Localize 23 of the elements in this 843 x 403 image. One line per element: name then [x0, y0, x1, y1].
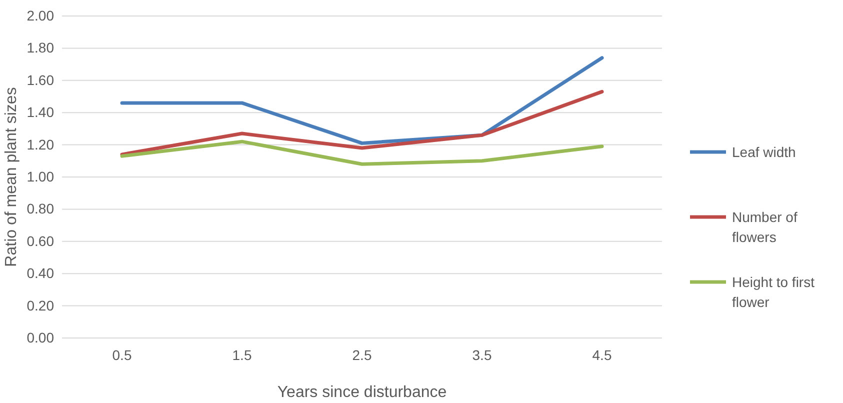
line-series	[120, 140, 604, 166]
y-tick-label: 1.60	[26, 72, 54, 88]
y-tick-label: 0.00	[26, 329, 54, 346]
x-axis-title: Years since disturbance	[277, 384, 447, 401]
x-tick-label: 4.5	[592, 346, 612, 363]
y-tick-label: 1.40	[26, 104, 54, 120]
legend-label: Number of flowers	[732, 209, 798, 245]
line-series	[120, 90, 604, 156]
y-tick-label: 1.80	[26, 40, 54, 56]
legend-label: Leaf width	[732, 144, 796, 160]
y-tick-label: 0.20	[26, 297, 54, 314]
x-tick-label: 1.5	[232, 346, 252, 363]
x-tick-label: 3.5	[472, 346, 492, 363]
y-tick-label: 1.00	[26, 168, 54, 184]
legend-label: Height to first flower	[732, 274, 815, 310]
y-tick-label: 1.20	[26, 136, 54, 152]
x-tick-label: 2.5	[352, 346, 372, 363]
y-tick-label: 2.00	[26, 7, 54, 24]
y-tick-label: 0.80	[26, 200, 54, 217]
y-tick-label: 0.60	[26, 232, 54, 249]
y-tick-label: 0.40	[26, 265, 54, 282]
y-axis-title: Ratio of mean plant sizes	[3, 87, 20, 267]
x-tick-label: 0.5	[112, 346, 132, 363]
